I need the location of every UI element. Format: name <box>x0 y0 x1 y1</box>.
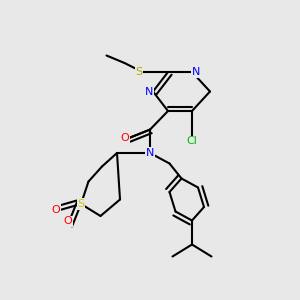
Text: N: N <box>146 148 154 158</box>
Text: O: O <box>51 205 60 215</box>
Text: S: S <box>135 67 142 77</box>
Text: N: N <box>145 86 153 97</box>
Text: Cl: Cl <box>187 136 197 146</box>
Text: O: O <box>63 217 72 226</box>
Text: N: N <box>192 67 200 77</box>
Text: S: S <box>77 199 85 209</box>
Text: O: O <box>120 133 129 143</box>
